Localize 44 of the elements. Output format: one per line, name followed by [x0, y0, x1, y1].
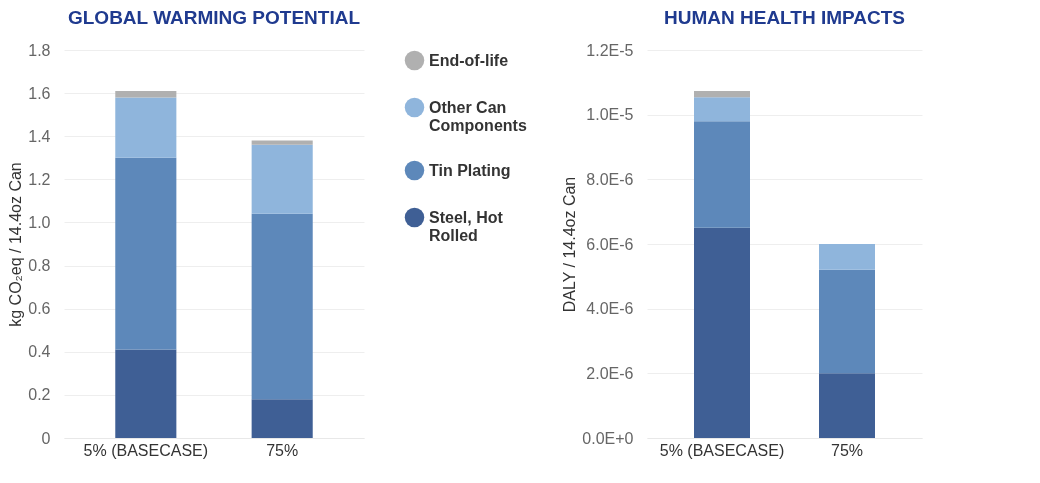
- legend-label: Steel, Hot Rolled: [429, 208, 504, 244]
- legend-label: End-of-life: [429, 51, 509, 69]
- bar: [115, 349, 177, 438]
- chart-title: HUMAN HEALTH IMPACTS: [664, 7, 905, 28]
- legend-label: Other Can Components: [429, 98, 527, 134]
- x-tick-label: 75%: [266, 441, 299, 459]
- x-tick-label: 75%: [830, 441, 864, 459]
- chart-title: GLOBAL WARMING POTENTIAL: [67, 7, 361, 28]
- y-tick-label: 1.0: [28, 213, 51, 231]
- y-tick-label: 1.0E-5: [586, 106, 634, 124]
- bar: [251, 140, 313, 145]
- bar: [819, 269, 875, 374]
- bar: [694, 91, 750, 98]
- y-tick-label: 8.0E-6: [586, 170, 634, 188]
- bar: [115, 157, 177, 350]
- y-tick-label: 1.4: [28, 127, 51, 145]
- y-tick-label: 1.2: [28, 170, 51, 188]
- bar: [694, 121, 750, 228]
- y-tick-label: 1.8: [28, 41, 51, 59]
- bar: [251, 213, 313, 400]
- bar: [694, 97, 750, 122]
- bar: [115, 90, 177, 98]
- y-axis-title: kg CO₂eq / 14.4oz Can: [7, 162, 25, 327]
- legend-label: Tin Plating: [429, 161, 511, 179]
- y-tick-label: 0.4: [28, 343, 51, 361]
- bar: [694, 227, 750, 438]
- y-tick-label: 0.6: [28, 300, 51, 318]
- bar: [819, 244, 875, 270]
- bar: [819, 373, 875, 438]
- x-tick-label: 5% (BASECASE): [659, 441, 785, 459]
- y-tick-label: 1.2E-5: [586, 41, 634, 59]
- y-tick-label: 4.0E-6: [586, 300, 634, 318]
- bar: [251, 144, 313, 214]
- y-axis-title: DALY / 14.4oz Can: [561, 176, 579, 313]
- y-tick-label: 1.6: [28, 84, 51, 102]
- y-tick-label: 2.0E-6: [586, 364, 634, 382]
- bar: [115, 97, 177, 158]
- y-tick-label: 0.2: [28, 386, 51, 404]
- bar: [251, 399, 313, 438]
- y-tick-label: 6.0E-6: [586, 235, 634, 253]
- x-tick-label: 5% (BASECASE): [83, 441, 209, 459]
- y-tick-label: 0: [41, 429, 51, 447]
- y-tick-label: 0.0E+0: [582, 429, 634, 447]
- y-tick-label: 0.8: [28, 257, 51, 275]
